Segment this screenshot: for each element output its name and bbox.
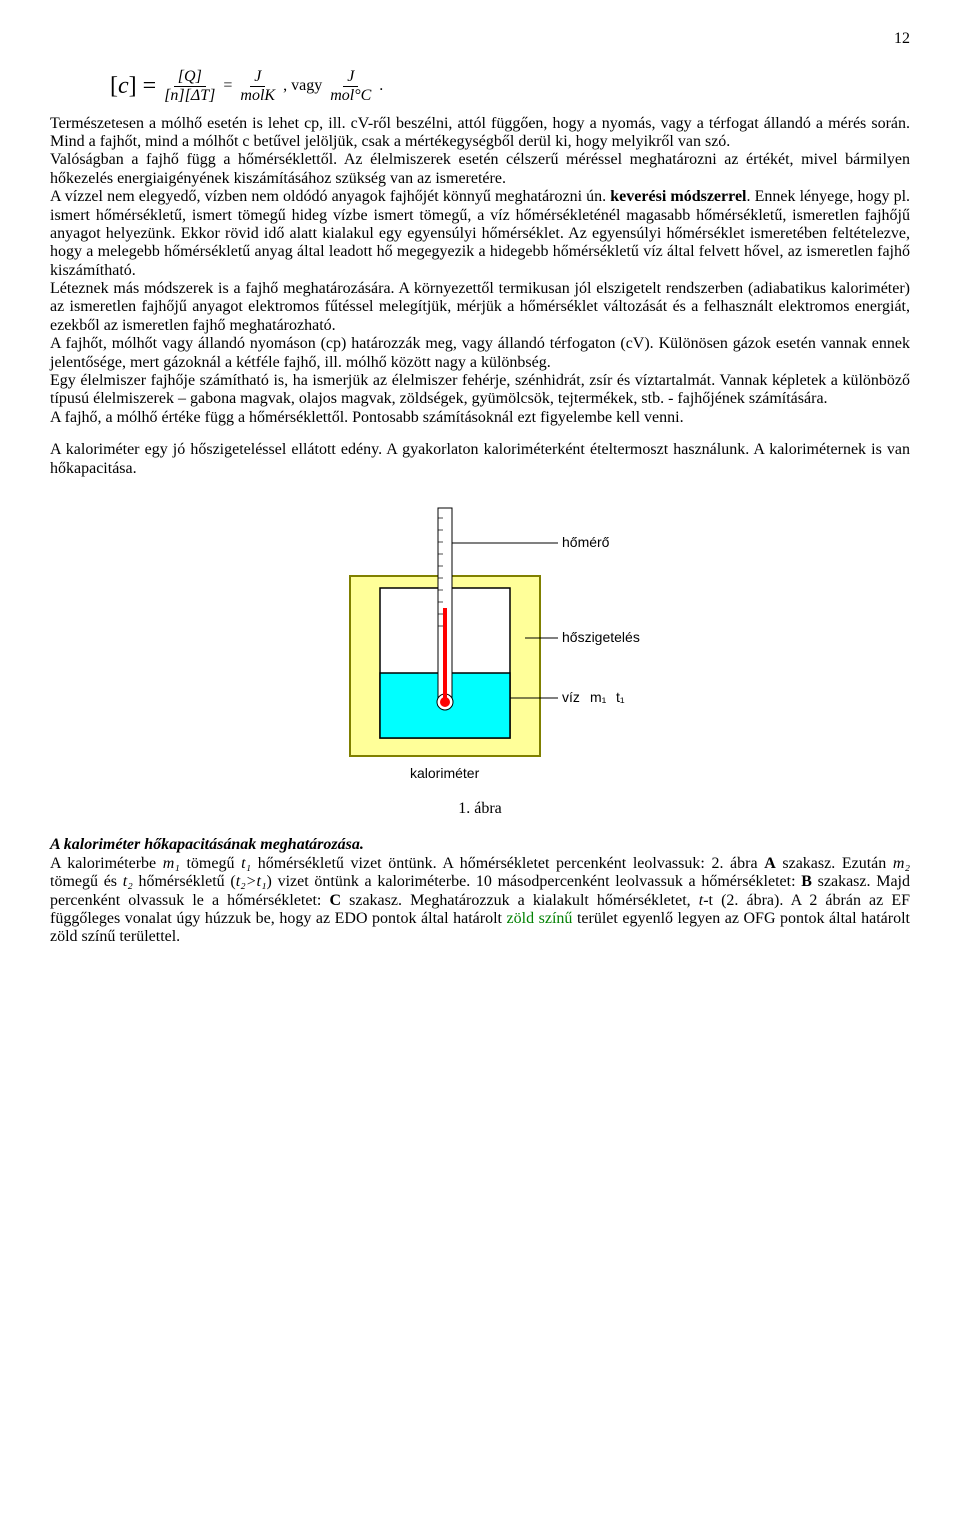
s2-p1a: A kaloriméterbe — [50, 855, 163, 872]
p3a: A vízzel nem elegyedő, vízben nem oldódó… — [50, 188, 610, 205]
s2-B: B — [801, 873, 812, 890]
s2-t1: t₁ — [241, 855, 251, 872]
section2-title-text: A kaloriméter hőkapacitásának meghatároz… — [50, 836, 360, 853]
label-insul: hőszigetelés — [562, 629, 640, 645]
frac3-den: mol°C — [326, 87, 375, 105]
paragraph-8: A kaloriméter egy jó hőszigeteléssel ell… — [50, 441, 910, 478]
formula-vagy: , vagy — [283, 77, 322, 95]
frac-2: J molK — [236, 68, 279, 104]
calorimeter-diagram: hőmérő hőszigetelés víz m₁ t₁ kaloriméte… — [310, 488, 650, 788]
s2-p1c: hőmérsékletű vizet öntünk. A hőmérséklet… — [251, 855, 764, 872]
p3b: keverési módszerrel — [610, 188, 746, 205]
frac2-num: J — [250, 68, 265, 87]
paragraph-7: A fajhő, a mólhő értéke függ a hőmérsékl… — [50, 409, 910, 427]
s2-C: C — [329, 892, 341, 909]
formula-lhs: [c] = — [110, 73, 156, 101]
frac-3: J mol°C — [326, 68, 375, 104]
formula-eq: = — [223, 77, 232, 95]
label-m1: m₁ — [590, 689, 607, 705]
s2-p1i: szakasz. Meghatározzuk a kialakult hőmér… — [341, 892, 699, 909]
s2-p1b: tömegű — [180, 855, 241, 872]
s2-green: zöld színű — [507, 910, 573, 927]
s2-t2: t₂ — [123, 873, 133, 890]
page-number: 12 — [50, 30, 910, 48]
figure-caption: 1. ábra — [50, 800, 910, 818]
s2-m1: m₁ — [163, 855, 180, 872]
s2-p1e: tömegű és — [50, 873, 123, 890]
label-t1: t₁ — [616, 689, 625, 705]
s2-A: A — [764, 855, 776, 872]
frac3-num: J — [343, 68, 358, 87]
section2-title-period: . — [360, 836, 364, 853]
paragraph-1: Természetesen a mólhő esetén is lehet cp… — [50, 115, 910, 152]
s2-p1g: ) vizet öntünk a kaloriméterbe. 10 másod… — [267, 873, 802, 890]
formula-period: . — [379, 77, 383, 95]
s2-m2: m₂ — [893, 855, 910, 872]
s2-p1d: szakasz. Ezután — [776, 855, 893, 872]
frac1-num: [Q] — [174, 68, 206, 87]
s2-rel: t₂>t₁ — [236, 873, 267, 890]
section2-title: A kaloriméter hőkapacitásának meghatároz… — [50, 836, 910, 854]
frac-1: [Q] [n][ΔT] — [160, 68, 219, 104]
s2-p1f: hőmérsékletű ( — [133, 873, 236, 890]
frac2-den: molK — [236, 87, 279, 105]
paragraph-4: Léteznek más módszerek is a fajhő meghat… — [50, 280, 910, 335]
thermometer-fluid — [443, 608, 447, 702]
thermometer-bulb-fluid — [440, 697, 450, 707]
label-calorim: kaloriméter — [410, 765, 480, 781]
label-thermo: hőmérő — [562, 534, 610, 550]
label-water: víz — [562, 689, 580, 705]
formula: [c] = [Q] [n][ΔT] = J molK , vagy J mol°… — [110, 68, 910, 104]
paragraph-5: A fajhőt, mólhőt vagy állandó nyomáson (… — [50, 335, 910, 372]
frac1-den: [n][ΔT] — [160, 87, 219, 105]
section2-body: A kaloriméterbe m₁ tömegű t₁ hőmérséklet… — [50, 855, 910, 947]
paragraph-3: A vízzel nem elegyedő, vízben nem oldódó… — [50, 188, 910, 280]
paragraph-2: Valóságban a fajhő függ a hőmérséklettől… — [50, 151, 910, 188]
paragraph-6: Egy élelmiszer fajhője számítható is, ha… — [50, 372, 910, 409]
